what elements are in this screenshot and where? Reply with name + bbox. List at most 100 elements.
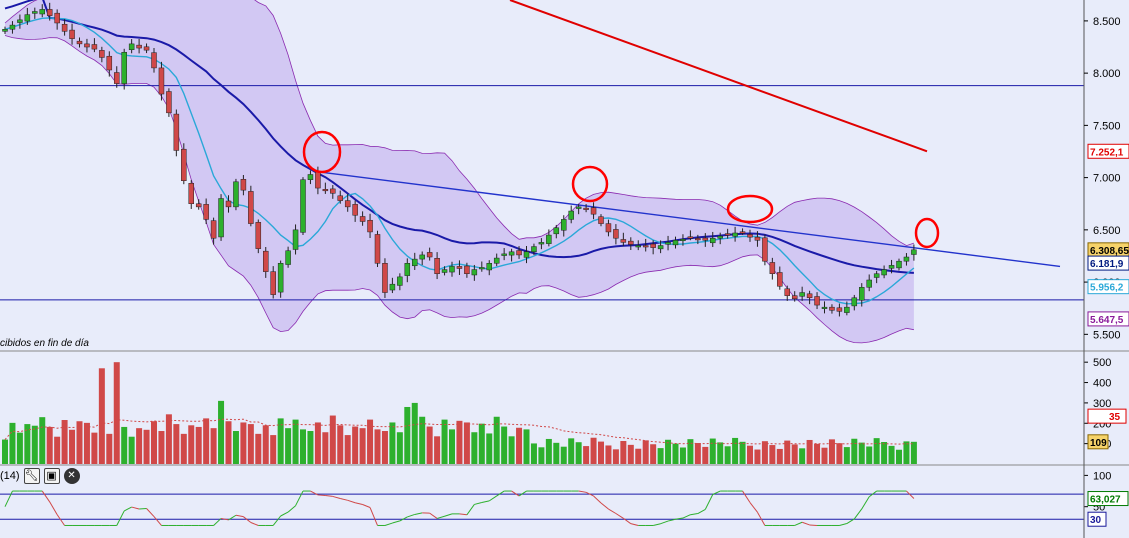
candle	[195, 203, 202, 208]
candle	[888, 265, 895, 269]
wrench-icon[interactable]: 🔧︎	[23, 467, 40, 484]
volume-bar	[560, 446, 567, 464]
oscillator-segment	[369, 507, 378, 526]
candle	[337, 195, 343, 201]
oscillator-segment	[56, 514, 66, 526]
candle	[39, 9, 45, 15]
volume-bar	[136, 428, 143, 464]
volume-bar	[54, 436, 61, 464]
candle	[9, 24, 16, 30]
volume-bar	[523, 429, 530, 464]
candle	[829, 306, 835, 311]
volume-bar	[128, 436, 135, 464]
candle	[702, 237, 709, 241]
oscillator-segment	[861, 496, 870, 510]
volume-bar	[240, 422, 247, 464]
volume-panel[interactable]: 50040030020010035109	[2, 357, 1127, 464]
oscillator-segment	[682, 514, 691, 519]
candle	[76, 40, 83, 45]
volume-bar	[799, 448, 806, 464]
candle	[188, 183, 194, 204]
candle	[896, 260, 902, 269]
candle	[762, 237, 768, 262]
volume-badge-label: 35	[1109, 412, 1121, 423]
candle	[501, 253, 507, 256]
volume-bar	[665, 439, 672, 464]
oscillator-segment	[801, 521, 810, 526]
volume-bar	[858, 442, 865, 464]
volume-bar	[24, 424, 31, 464]
volume-bar	[516, 427, 523, 464]
sma-mid-line	[4, 0, 914, 274]
volume-bar	[91, 432, 98, 464]
candle	[46, 9, 53, 16]
volume-bar	[344, 435, 351, 464]
volume-bar	[694, 443, 701, 464]
price-badge	[1087, 255, 1129, 271]
volume-bar	[687, 439, 694, 464]
candle	[419, 254, 425, 260]
volume-bar	[106, 433, 113, 464]
candle	[657, 245, 664, 250]
volume-bar	[478, 423, 485, 464]
volume-bar	[329, 415, 336, 464]
oscillator-segment	[49, 501, 58, 515]
candle	[635, 245, 641, 248]
volume-bar	[46, 426, 53, 464]
volume-bar	[337, 425, 344, 464]
oscillator-segment	[287, 505, 296, 513]
highlight-circle	[914, 217, 940, 249]
volume-bar	[605, 445, 612, 464]
candle	[136, 44, 142, 49]
oscillator-segment	[749, 502, 758, 513]
volume-bar	[814, 443, 821, 464]
oscillator-segment	[675, 517, 684, 520]
oscillator-segment	[280, 511, 289, 517]
candle	[330, 188, 336, 194]
close-icon[interactable]: ✕	[63, 467, 80, 484]
candle	[821, 306, 828, 309]
oscillator-segment	[488, 495, 497, 502]
candle	[270, 271, 276, 295]
oscillator-segment	[906, 490, 915, 499]
highlight-circle	[302, 130, 342, 174]
candle	[844, 306, 850, 313]
candle	[166, 91, 172, 114]
candle	[516, 250, 522, 256]
highlight-circle	[726, 194, 774, 224]
oscillator-segment	[697, 508, 706, 514]
oscillator-segment	[459, 513, 467, 516]
oscillator-badge-label: 30	[1090, 515, 1102, 526]
oscillator-segment	[518, 490, 527, 497]
oscillator-segment	[317, 494, 326, 497]
candle	[2, 29, 8, 32]
volume-bar	[881, 442, 888, 464]
candle	[546, 234, 552, 244]
oscillator-segment	[116, 510, 125, 526]
oscillator-panel-bg	[0, 466, 1084, 538]
volume-bar	[679, 447, 686, 464]
candle	[426, 252, 433, 258]
candle	[464, 265, 470, 274]
oscillator-segment	[600, 502, 609, 510]
oscillator-segment	[712, 490, 721, 495]
volume-bar	[359, 428, 366, 464]
volume-bar	[717, 442, 724, 464]
volume-bar	[173, 424, 180, 464]
candle	[128, 43, 135, 50]
candle	[374, 234, 381, 264]
volume-bar	[98, 368, 105, 464]
candle	[523, 251, 530, 258]
window-icon[interactable]: ▣	[43, 467, 60, 484]
volume-bar	[806, 439, 813, 464]
oscillator-segment	[213, 518, 222, 526]
volume-bar	[635, 448, 642, 464]
price-panel[interactable]	[0, 0, 1084, 344]
volume-bar	[732, 437, 739, 464]
volume-bar	[16, 432, 23, 464]
candle	[710, 237, 716, 244]
oscillator-segment	[809, 524, 818, 526]
candle	[300, 179, 306, 233]
